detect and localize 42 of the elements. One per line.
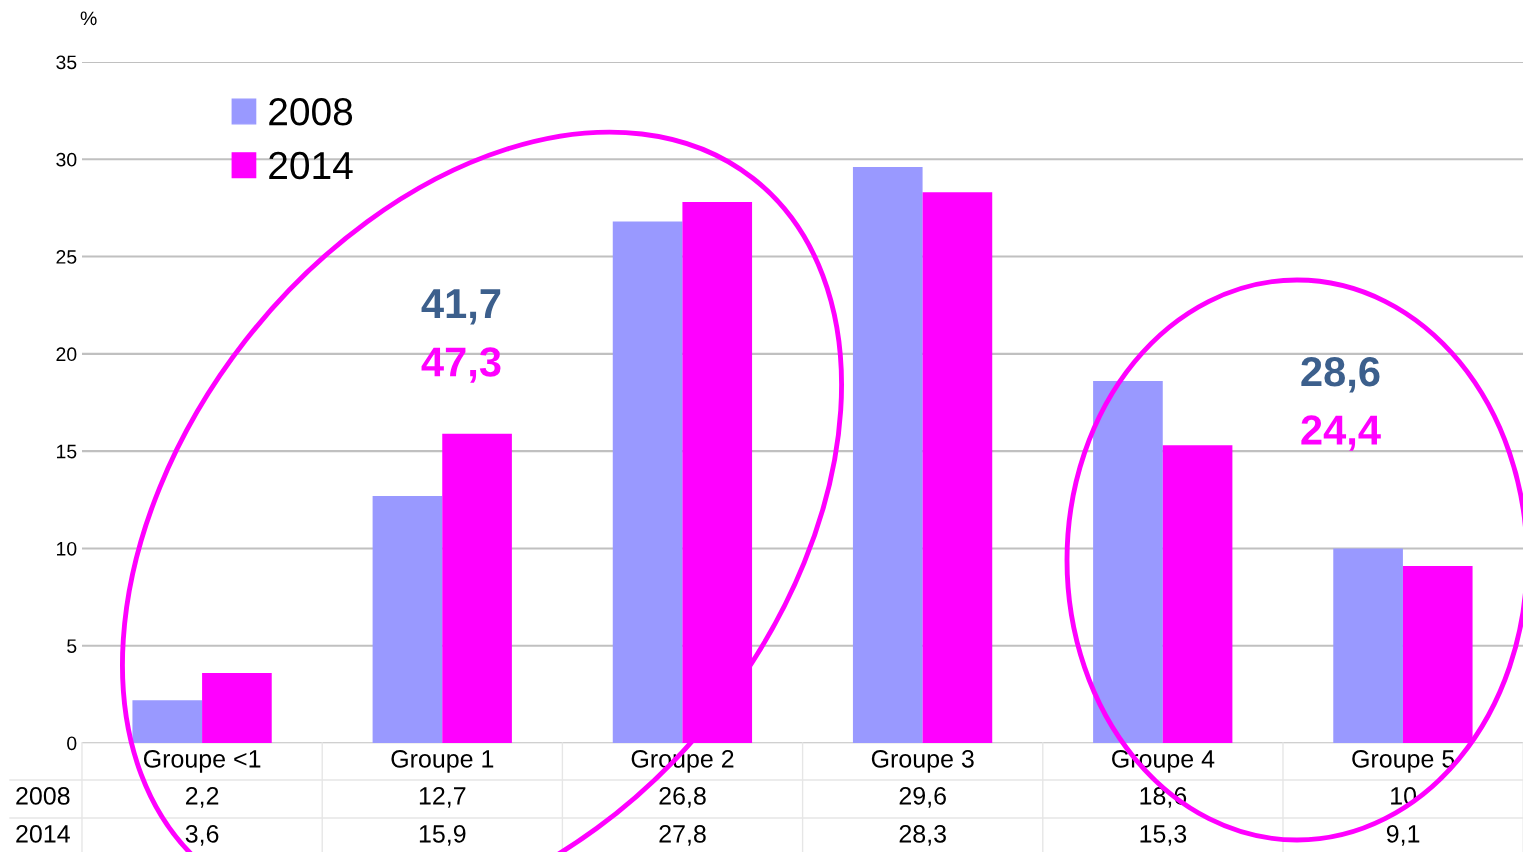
bar bbox=[372, 495, 443, 743]
annotation: 41,7 bbox=[421, 289, 501, 325]
legend-label: 2008 bbox=[269, 98, 353, 126]
bar bbox=[202, 672, 272, 743]
y-tick-label: 25 bbox=[56, 250, 77, 264]
text: 2014 bbox=[16, 825, 70, 843]
y-tick-label: 10 bbox=[57, 541, 77, 556]
y-tick-label: 0 bbox=[67, 736, 77, 751]
x-tick-label: Groupe <1 bbox=[143, 750, 261, 773]
y-tick-label: 35 bbox=[56, 55, 77, 70]
bar bbox=[922, 192, 993, 743]
data-label: 29,6 bbox=[899, 787, 946, 808]
data-label: 15,3 bbox=[1140, 825, 1187, 846]
y-tick-label: 20 bbox=[56, 347, 77, 362]
bar bbox=[132, 700, 203, 743]
annotation: 28,6 bbox=[1301, 356, 1380, 393]
data-label: 15,9 bbox=[419, 825, 466, 846]
annotation: 47,3 bbox=[421, 347, 501, 383]
bar bbox=[852, 167, 923, 743]
text: 2008 bbox=[16, 787, 70, 805]
bar bbox=[612, 221, 683, 743]
bar bbox=[442, 433, 512, 743]
bar bbox=[1162, 445, 1233, 743]
y-tick-label: 15 bbox=[57, 444, 77, 459]
legend-label: 2014 bbox=[269, 151, 353, 180]
data-label: 26,8 bbox=[659, 787, 706, 808]
bar bbox=[1093, 381, 1163, 743]
data-label: 28,3 bbox=[899, 825, 946, 846]
bar bbox=[682, 202, 753, 743]
annotation: 24,4 bbox=[1301, 415, 1381, 451]
data-label: 9,1 bbox=[1386, 825, 1420, 846]
data-label: 3,6 bbox=[185, 825, 219, 846]
data-label: 2,2 bbox=[185, 787, 219, 808]
y-axis-title: % bbox=[80, 11, 97, 26]
x-tick-label: Groupe 3 bbox=[871, 750, 974, 773]
y-tick-label: 30 bbox=[56, 152, 77, 167]
y-tick-label: 5 bbox=[67, 639, 77, 653]
x-tick-label: Groupe 1 bbox=[391, 750, 494, 773]
data-label: 12,7 bbox=[419, 787, 466, 808]
bar bbox=[1402, 565, 1473, 743]
data-label: 27,8 bbox=[659, 825, 706, 846]
bar bbox=[1333, 548, 1403, 743]
